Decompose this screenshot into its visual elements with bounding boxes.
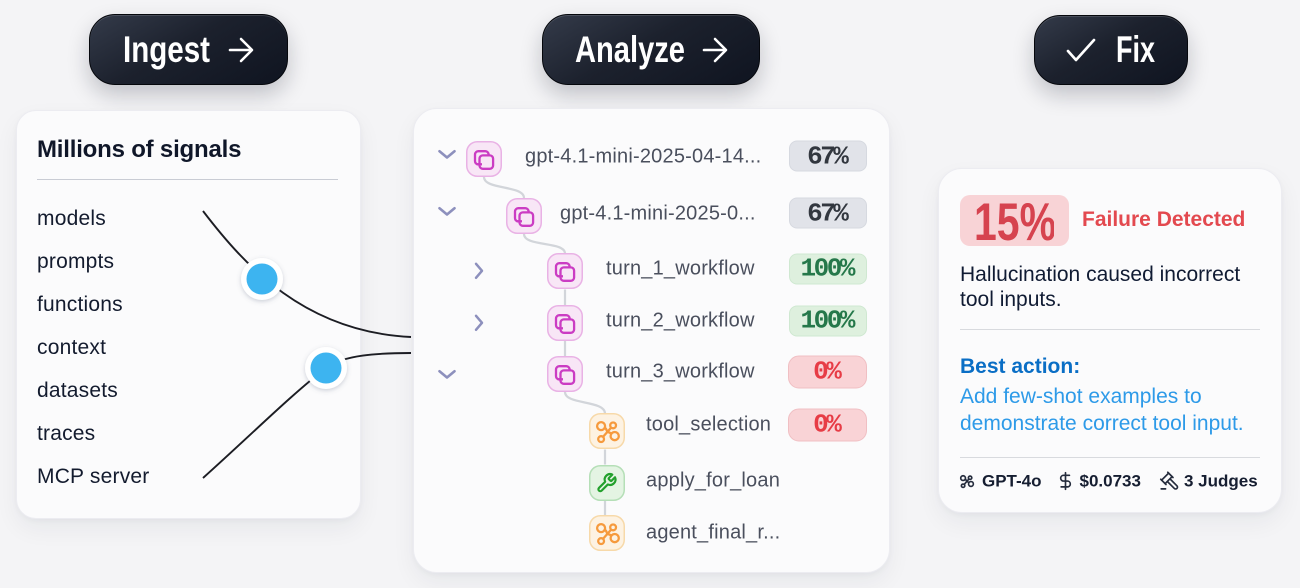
svg-text:Ingest: Ingest xyxy=(123,29,210,70)
svg-text:15%: 15% xyxy=(976,198,1054,244)
svg-text:Analyze: Analyze xyxy=(575,29,685,70)
svg-text:Fix: Fix xyxy=(1116,29,1155,70)
